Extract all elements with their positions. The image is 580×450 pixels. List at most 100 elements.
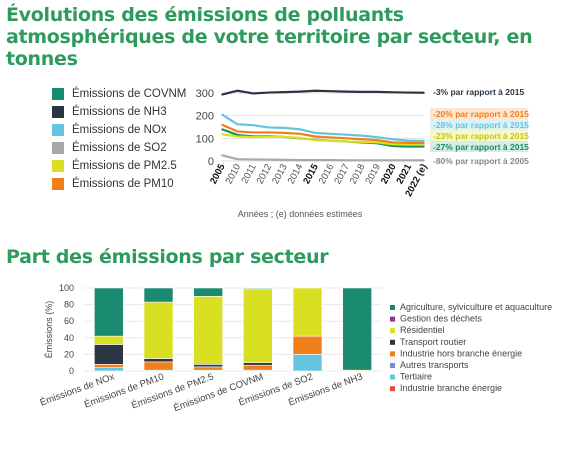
data-point [329,133,332,135]
legend-swatch-transport-routier [390,339,395,345]
data-point [329,136,332,139]
data-point [345,140,348,143]
legend-swatch-residentiel [390,328,395,334]
data-point [236,89,239,92]
legend-label: Émissions de COVNM [72,88,187,100]
data-point [423,91,425,94]
legend-label-industrie-branche-energie: Industrie branche énergie [400,383,502,393]
data-point [298,128,301,131]
bar-segment-transport-routier [193,364,223,368]
bar-segment-industrie-hors-branche-energie [143,361,174,371]
y-tick-label: 80 [64,300,74,310]
data-point [221,123,223,126]
data-point [252,136,254,138]
data-point [283,159,285,161]
data-point [314,159,317,161]
data-point [314,89,317,92]
legend-swatch [52,106,64,118]
legend-item-emissions-de-pm10: Émissions de PM10 [52,175,186,193]
data-point [392,91,394,94]
line-series-emissions-de-so2 [221,154,424,162]
legend-label: Émissions de SO2 [72,142,167,154]
legend-label-transport-routier: Transport routier [400,337,466,347]
data-point [407,142,410,144]
y-tick-label: 20 [64,349,74,359]
bar-segment-tertiaire [292,354,323,372]
data-point [345,90,348,93]
data-point [423,159,425,162]
y-axis-label: Émissions (%) [44,301,54,359]
data-point [407,139,410,142]
bar-segment-residentiel [94,335,124,345]
data-point [392,138,394,141]
data-point [236,130,239,133]
legend-swatch-industrie-hors-branche-energie [390,351,395,357]
bar-segment-tertiaire [94,367,124,372]
data-point [361,159,363,162]
line-chart: 0100200300200520102011201220132014201520… [196,87,530,219]
x-axis-label: Années ; (e) données estimées [238,209,363,219]
data-point [329,90,332,92]
data-point [345,137,348,140]
data-point [361,134,363,137]
data-point [221,113,223,116]
data-point [252,124,254,126]
bar-segment-industrie-hors-branche-energie [292,335,323,355]
legend-item-emissions-de-so2: Émissions de SO2 [52,139,186,157]
bar-segment-industrie-hors-branche-energie [193,366,223,371]
line-chart-legend: Émissions de COVNM Émissions de NH3 Émissi… [52,85,186,193]
legend-item-emissions-de-nh3: Émissions de NH3 [52,103,186,121]
data-point [314,132,317,134]
bar-segment-transport-routier [143,358,174,363]
legend-label: Émissions de PM2.5 [72,160,177,172]
legend-item-emissions-de-nox: Émissions de NOx [52,121,186,139]
data-point [267,131,270,134]
data-point [376,139,379,141]
annotation-emissions-de-pm10: -20% par rapport à 2015 [433,109,529,119]
data-point [314,139,317,141]
data-point [376,159,379,162]
line-series-emissions-de-nh3 [221,89,425,96]
legend-swatch [52,160,64,172]
legend-swatch [52,88,64,100]
legend-label-agriculture-sylviculture-et-aquaculture: Agriculture, sylviculture et aquaculture [400,302,552,312]
legend-swatch-autres-transports [390,363,395,368]
y-tick-label: 100 [59,283,74,293]
data-point [221,133,223,136]
legend-label-gestion-des-dechets: Gestion des déchets [400,314,483,324]
data-point [267,91,270,94]
data-point [252,131,254,134]
data-point [236,134,239,136]
legend-swatch [52,124,64,136]
data-point [283,91,285,93]
annotation-bg [430,119,528,130]
data-point [267,126,270,129]
data-point [267,135,270,138]
data-point [423,140,425,142]
bar-segment-residentiel [143,301,174,359]
data-point [329,139,332,142]
legend-swatch-tertiaire [390,374,395,380]
data-point [283,127,285,129]
data-point [221,154,223,157]
bar-segment-agriculture-sylviculture-et-aquaculture [143,287,174,303]
line-series-emissions-de-nox [221,113,425,142]
data-point [423,145,425,148]
bar-segment-residentiel [292,287,323,337]
data-point [221,93,223,96]
chart-title-evolutions: Évolutions des émissions de polluants at… [6,4,533,70]
bar-segment-agriculture-sylviculture-et-aquaculture [94,287,124,337]
legend-label-tertiaire: Tertiaire [400,372,432,382]
legend-swatch-agriculture-sylviculture-et-aquaculture [390,305,395,310]
bar-segment-residentiel [193,295,223,365]
legend-swatch-industrie-branche-energie [390,386,395,392]
data-point [236,158,239,160]
legend-label-autres-transports: Autres transports [400,360,469,370]
data-point [392,145,394,147]
data-point [345,133,348,136]
legend-item-emissions-de-covnm: Émissions de COVNM [52,85,186,103]
data-point [423,142,425,144]
data-point [407,91,410,94]
bar-segment-agriculture-sylviculture-et-aquaculture [243,287,273,290]
annotation-emissions-de-nh3: -3% par rapport à 2015 [433,87,524,97]
